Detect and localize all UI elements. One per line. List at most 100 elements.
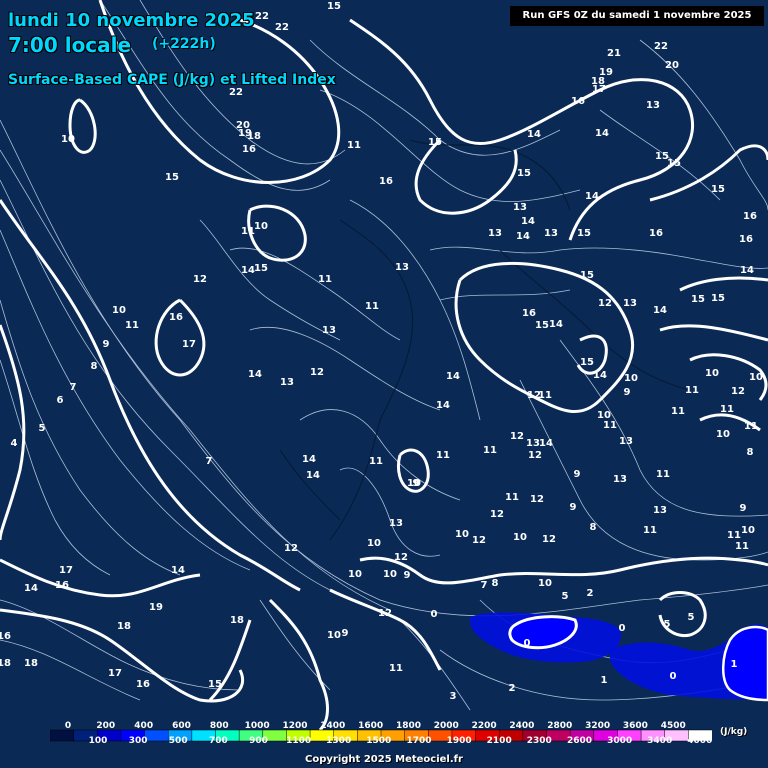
contour-label: 10: [741, 525, 755, 536]
contour-label: 17: [182, 339, 196, 350]
contour-label: 14: [585, 191, 599, 202]
legend-label: 1100: [286, 736, 311, 743]
legend-label: 2100: [487, 736, 512, 743]
contour-label: 18: [24, 658, 38, 669]
legend-label: 700: [209, 736, 228, 743]
contour-label: 13: [488, 228, 502, 239]
legend-label: 200: [96, 721, 115, 731]
contour-label: 22: [654, 41, 668, 52]
contour-label: 15: [165, 172, 179, 183]
legend-label: 2000: [434, 721, 459, 731]
contour-label: 18: [591, 76, 605, 87]
legend-label: 3000: [607, 736, 632, 743]
contour-label: 12: [472, 535, 486, 546]
contour-label: 10: [383, 569, 397, 580]
contour-label: 14: [241, 265, 255, 276]
contour-label: 16: [55, 580, 69, 591]
contour-label: 5: [562, 591, 569, 602]
contour-label: 18: [117, 621, 131, 632]
contour-label: 13: [653, 505, 667, 516]
contour-label: 11: [483, 445, 497, 456]
contour-label: 10: [407, 478, 421, 489]
contour-label: 10: [112, 305, 126, 316]
contour-label: 9: [342, 628, 349, 639]
contour-label: 8: [747, 447, 754, 458]
contour-label: 12: [193, 274, 207, 285]
contour-label: 10: [348, 569, 362, 580]
cape-area-2: [508, 615, 578, 650]
legend-label: 3200: [585, 721, 610, 731]
cape-areas: [469, 612, 768, 702]
contour-label: 9: [740, 503, 747, 514]
contour-label: 14: [595, 128, 609, 139]
contour-label: 9: [404, 570, 411, 581]
contour-label: 4: [11, 438, 18, 449]
legend-label: 3600: [623, 721, 648, 731]
contour-label: 9: [103, 339, 110, 350]
contour-label: 10: [624, 373, 638, 384]
contour-label: 9: [413, 478, 420, 489]
contour-label: 13: [395, 262, 409, 273]
contour-label: 13: [646, 100, 660, 111]
legend-label: 2400: [509, 721, 534, 731]
contour-label: 15: [667, 158, 681, 169]
legend-swatch: [50, 729, 75, 742]
contour-label: 18: [230, 615, 244, 626]
legend-lower-labels: 100 300 500 700 900 1100 1300 1500 1700 1900 2100 2…: [89, 736, 712, 743]
legend-swatch: [688, 729, 712, 742]
contour-label: 5: [688, 612, 695, 623]
contour-label: 16: [522, 308, 536, 319]
contour-label: 15: [691, 294, 705, 305]
legend-label: 100: [89, 736, 108, 743]
contour-label: 11: [369, 456, 383, 467]
contour-label: 10: [327, 630, 341, 641]
contour-label: 18: [0, 658, 11, 669]
legend-label: 0: [65, 721, 71, 731]
contour-label: 12: [490, 509, 504, 520]
contour-label: 18: [247, 131, 261, 142]
contour-label: 8: [91, 361, 98, 372]
contour-label: 12: [394, 552, 408, 563]
contour-label: 15: [327, 1, 341, 12]
contour-label: 11: [505, 492, 519, 503]
legend-unit: (J/kg): [720, 727, 748, 737]
legend-label: 4500: [661, 721, 686, 731]
contour-label: 16: [379, 176, 393, 187]
contour-label: 11: [347, 140, 361, 151]
contour-label: 14: [24, 583, 38, 594]
contour-label: 13: [613, 474, 627, 485]
contour-label: 10: [513, 532, 527, 543]
legend-label: 1700: [406, 736, 431, 743]
contour-label: 10: [61, 134, 75, 145]
contour-label: 10: [749, 372, 763, 383]
contour-label: 16: [571, 96, 585, 107]
contour-label: 3: [450, 691, 457, 702]
legend-label: 2800: [547, 721, 572, 731]
contour-label: 9: [624, 387, 631, 398]
contour-label: 16: [169, 312, 183, 323]
legend-label: 2200: [472, 721, 497, 731]
contour-label: 11: [720, 404, 734, 415]
contour-label: 7: [206, 456, 213, 467]
contour-label: 13: [280, 377, 294, 388]
color-legend: 0 200 400 600 800 1000 1200 1400 1600 1800 2000 220…: [50, 721, 712, 743]
contour-label: 12: [598, 298, 612, 309]
legend-label: 400: [134, 721, 153, 731]
contour-label: 1: [731, 659, 738, 670]
contour-label: 9: [574, 469, 581, 480]
contour-label: 16: [739, 234, 753, 245]
contour-label: 14: [521, 216, 535, 227]
copyright-text: Copyright 2025 Meteociel.fr: [305, 754, 463, 765]
contour-label: 12: [284, 543, 298, 554]
contour-label: 16: [136, 679, 150, 690]
contour-label: 15: [254, 263, 268, 274]
contour-label: 8: [492, 578, 499, 589]
contour-label: 15: [208, 679, 222, 690]
contour-label: 13: [526, 438, 540, 449]
contour-label: 20: [236, 120, 250, 131]
contour-label: 15: [517, 168, 531, 179]
contour-label: 14: [302, 454, 316, 465]
contour-label: 22: [275, 22, 289, 33]
contour-label: 14: [248, 369, 262, 380]
forecast-date: lundi 10 novembre 2025: [8, 10, 255, 31]
